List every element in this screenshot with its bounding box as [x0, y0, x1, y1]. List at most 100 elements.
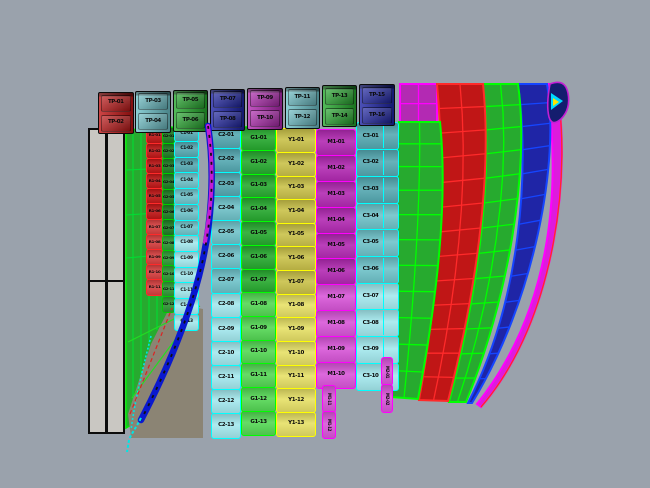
plate-cell[interactable]: TP-08 [212, 111, 243, 129]
plate-cell[interactable]: TP-09 [250, 90, 280, 108]
plate-cell[interactable]: M1-09 [316, 335, 356, 363]
plate-cell[interactable]: M1-02 [316, 155, 356, 183]
plate-cell[interactable]: G1-07 [241, 268, 276, 294]
plate-cell[interactable]: C3-02 [356, 149, 399, 177]
plate-cell[interactable]: C3-01 [356, 122, 399, 151]
panel-magenta-grid[interactable] [399, 83, 438, 125]
plate-cell[interactable]: C1-02 [174, 141, 199, 158]
plate-cell[interactable]: C3-04 [356, 202, 399, 231]
plate-cell[interactable]: TP-02 [101, 114, 131, 132]
plate-cell[interactable]: TP-07 [212, 91, 243, 109]
top-plate-box-magenta[interactable]: TP-09 TP-10 [247, 87, 283, 130]
plate-cell[interactable]: G1-02 [241, 150, 276, 175]
plate-cell[interactable]: TP-04 [138, 113, 168, 131]
plate-cell[interactable]: G1-09 [241, 315, 276, 341]
plate-cell[interactable]: M1-03 [316, 181, 356, 208]
plate-cell[interactable]: G1-12 [241, 386, 276, 412]
plate-cell[interactable]: M1-10 [316, 361, 356, 389]
plate-cell[interactable]: Y1-10 [276, 340, 316, 366]
plate-cell[interactable]: R1-11 [146, 279, 163, 296]
plate-cell[interactable]: TP-05 [175, 92, 206, 110]
plate-cell[interactable]: R1-10 [146, 264, 163, 281]
plate-cell[interactable]: G1-06 [241, 244, 276, 270]
plate-cell[interactable]: C2-06 [211, 244, 241, 270]
plate-cell[interactable]: Y1-04 [276, 199, 316, 225]
plate-cell[interactable]: R1-07 [146, 218, 163, 235]
plate-cell[interactable]: C3-08 [356, 309, 399, 338]
plate-cell[interactable]: G1-10 [241, 339, 276, 365]
plate-cell[interactable]: TP-01 [101, 94, 131, 112]
top-plate-box-cyan[interactable]: TP-11 TP-12 [284, 86, 320, 129]
plate-cell[interactable]: C2-04 [211, 195, 241, 222]
plate-cell[interactable]: M1-07 [316, 284, 356, 312]
plate-cell[interactable]: M1-08 [316, 309, 356, 337]
panel-green-outer[interactable] [447, 83, 523, 403]
plate-cell[interactable]: TP-10 [250, 110, 280, 128]
plate-cell[interactable]: G1-03 [241, 173, 276, 199]
plate-cell[interactable]: C1-12 [174, 297, 199, 315]
plate-cell[interactable]: Y1-09 [276, 317, 316, 343]
plate-cell[interactable]: G1-04 [241, 197, 276, 223]
plate-cell[interactable]: R1-02 [146, 142, 163, 159]
top-plate-box-green[interactable]: TP-05 TP-06 [172, 89, 209, 132]
plate-cell[interactable]: M1-12 [322, 411, 336, 439]
plate-cell[interactable]: Y1-12 [276, 388, 316, 413]
plate-cell[interactable]: R1-09 [146, 248, 163, 266]
plate-cell[interactable]: C2-11 [211, 364, 241, 391]
plate-cell[interactable]: C1-08 [174, 235, 199, 253]
plate-cell[interactable]: G1-01 [241, 126, 276, 152]
plate-cell[interactable]: M2-02 [381, 384, 393, 413]
plate-cell[interactable]: TP-06 [175, 112, 206, 130]
top-plate-box-red[interactable]: TP-01 TP-02 [98, 92, 134, 134]
plate-cell[interactable]: M1-11 [322, 385, 336, 413]
plate-cell[interactable]: C3-06 [356, 255, 399, 284]
plate-cell[interactable]: C1-05 [174, 188, 199, 206]
plate-cell[interactable]: Y1-08 [276, 293, 316, 319]
plate-cell[interactable]: C2-03 [211, 171, 241, 198]
plate-cell[interactable]: C2-13 [211, 413, 241, 439]
panel-blue[interactable] [466, 83, 552, 404]
plate-cell[interactable]: C1-04 [174, 172, 199, 190]
plate-cell[interactable]: M1-04 [316, 206, 356, 234]
plate-cell[interactable]: G1-05 [241, 221, 276, 247]
plate-cell[interactable]: Y1-11 [276, 364, 316, 390]
panel-red[interactable] [417, 83, 487, 403]
plate-cell[interactable]: R1-05 [146, 188, 163, 205]
plate-cell[interactable]: C1-07 [174, 219, 199, 237]
plate-cell[interactable]: G1-08 [241, 292, 276, 318]
top-plate-box-green[interactable]: TP-13 TP-14 [321, 85, 358, 128]
panel-rim[interactable] [475, 83, 563, 409]
plate-cell[interactable]: C2-05 [211, 220, 241, 246]
plate-cell[interactable]: TP-03 [138, 93, 168, 111]
plate-cell[interactable]: C1-06 [174, 203, 199, 221]
plate-cell[interactable]: Y1-02 [276, 152, 316, 177]
plate-cell[interactable]: R1-08 [146, 233, 163, 251]
plate-cell[interactable]: C1-10 [174, 266, 199, 284]
plate-cell[interactable]: C3-03 [356, 175, 399, 204]
plate-cell[interactable]: C2-02 [211, 147, 241, 173]
plate-cell[interactable]: TP-16 [362, 106, 392, 124]
plate-cell[interactable]: Y1-05 [276, 222, 316, 248]
plate-cell[interactable]: C2-08 [211, 292, 241, 318]
plate-cell[interactable]: M1-06 [316, 258, 356, 286]
plate-cell[interactable]: M1-01 [316, 129, 356, 157]
plate-cell[interactable]: C2-07 [211, 268, 241, 294]
plate-cell[interactable]: G1-11 [241, 363, 276, 389]
plate-cell[interactable]: C3-07 [356, 282, 399, 311]
plate-cell[interactable]: C2-09 [211, 316, 241, 342]
top-plate-box-blue[interactable]: TP-07 TP-08 [209, 88, 246, 131]
plate-cell[interactable]: TP-12 [287, 109, 317, 126]
plate-cell[interactable]: C1-09 [174, 250, 199, 268]
top-plate-box-cyan[interactable]: TP-03 TP-04 [135, 90, 171, 133]
plate-cell[interactable]: G1-13 [241, 410, 276, 436]
plate-cell[interactable]: TP-14 [324, 107, 355, 125]
plate-cell[interactable]: M2-01 [381, 357, 393, 386]
plate-cell[interactable]: TP-11 [287, 89, 317, 106]
plate-cell[interactable]: Y1-01 [276, 128, 316, 154]
plate-cell[interactable]: Y1-03 [276, 175, 316, 201]
plate-cell[interactable]: M1-05 [316, 232, 356, 260]
plate-cell[interactable]: Y1-06 [276, 246, 316, 272]
plate-cell[interactable]: C2-12 [211, 389, 241, 415]
top-plate-box-blue[interactable]: TP-15 TP-16 [359, 84, 395, 127]
